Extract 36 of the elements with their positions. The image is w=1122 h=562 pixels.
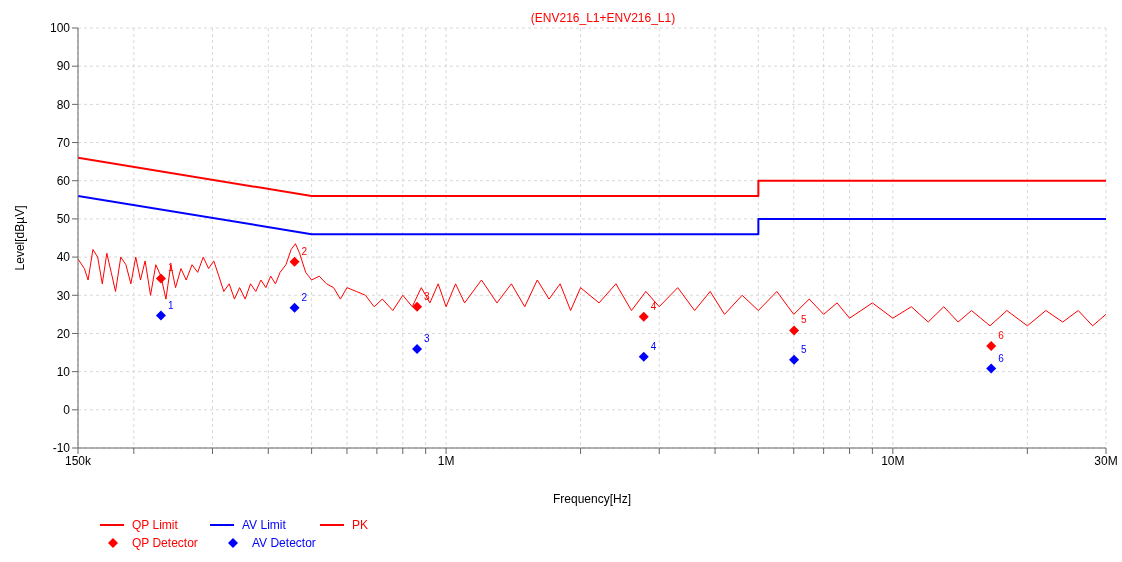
x-tick-label: 1M [437,453,455,468]
annotation: 2 [301,291,308,303]
y-tick-label: 10 [56,364,71,379]
annotation: 6 [998,330,1005,342]
y-tick-label: 20 [56,326,71,341]
y-tick-label: 70 [56,135,71,150]
x-tick-label: 150k [64,453,93,468]
legend-label: PK [352,518,369,532]
legend-label: QP Limit [132,518,178,532]
annotation: 4 [650,300,657,312]
x-tick-label: 30M [1094,453,1118,468]
y-tick-label: 90 [56,59,71,74]
y-tick-label: 80 [56,97,71,112]
annotation: 1 [167,299,174,311]
annotation: 4 [650,340,657,352]
legend-label: QP Detector [132,536,198,550]
y-tick-label: 40 [56,250,71,265]
y-tick-label: 100 [49,21,71,36]
legend-label: AV Detector [252,536,316,550]
annotation: 2 [301,245,308,257]
annotation: 5 [801,314,808,326]
legend-label: AV Limit [242,518,286,532]
chart-title: (ENV216_L1+ENV216_L1) [530,11,676,25]
y-tick-label: 30 [56,288,71,303]
x-axis-title: Frequency[Hz] [552,492,632,506]
y-tick-label: 60 [56,173,71,188]
annotation: 1 [167,262,174,274]
x-tick-label: 10M [881,453,905,468]
annotation: 6 [998,352,1005,364]
y-tick-label: 0 [63,403,71,418]
annotation: 3 [424,333,431,345]
annotation: 5 [801,343,808,355]
y-tick-label: 50 [56,212,71,227]
y-tick-label: -10 [52,441,71,456]
y-axis-title: Level[dBµV] [13,205,28,271]
annotation: 3 [424,290,431,302]
